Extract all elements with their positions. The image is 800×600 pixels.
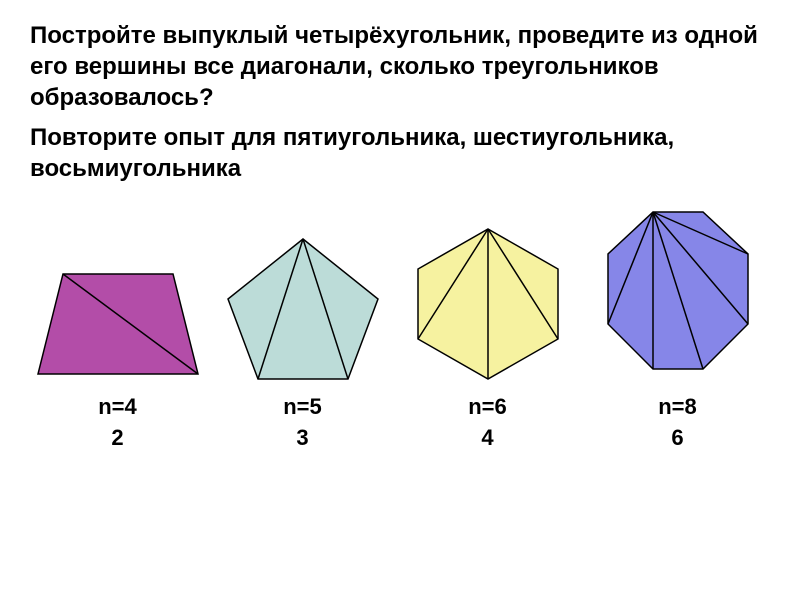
quadrilateral-label: n=4 2 (98, 392, 137, 454)
hexagon-label: n=6 4 (468, 392, 507, 454)
pentagon-n-label: n=5 (283, 392, 322, 423)
pentagon-svg (218, 234, 388, 384)
pentagon-label: n=5 3 (283, 392, 322, 454)
quadrilateral-tri-label: 2 (98, 423, 137, 454)
quadrilateral-n-label: n=4 (98, 392, 137, 423)
hexagon-n-label: n=6 (468, 392, 507, 423)
hexagon-svg (403, 224, 573, 384)
pentagon-tri-label: 3 (283, 423, 322, 454)
quadrilateral-polygon (38, 274, 198, 374)
instruction-text-1: Постройте выпуклый четырёхугольник, пров… (30, 20, 770, 114)
quadrilateral-svg (33, 254, 203, 384)
shape-pentagon: n=5 3 (218, 234, 388, 454)
shape-octagon: n=8 6 (588, 204, 768, 454)
hexagon-tri-label: 4 (468, 423, 507, 454)
shapes-row: n=4 2 n=5 3 n=6 4 (30, 204, 770, 454)
pentagon-polygon (228, 239, 378, 379)
octagon-n-label: n=8 (658, 392, 697, 423)
instruction-text-2: Повторите опыт для пятиугольника, шестиу… (30, 122, 770, 184)
octagon-label: n=8 6 (658, 392, 697, 454)
octagon-svg (588, 204, 768, 384)
octagon-tri-label: 6 (658, 423, 697, 454)
shape-hexagon: n=6 4 (403, 224, 573, 454)
shape-quadrilateral: n=4 2 (33, 254, 203, 454)
